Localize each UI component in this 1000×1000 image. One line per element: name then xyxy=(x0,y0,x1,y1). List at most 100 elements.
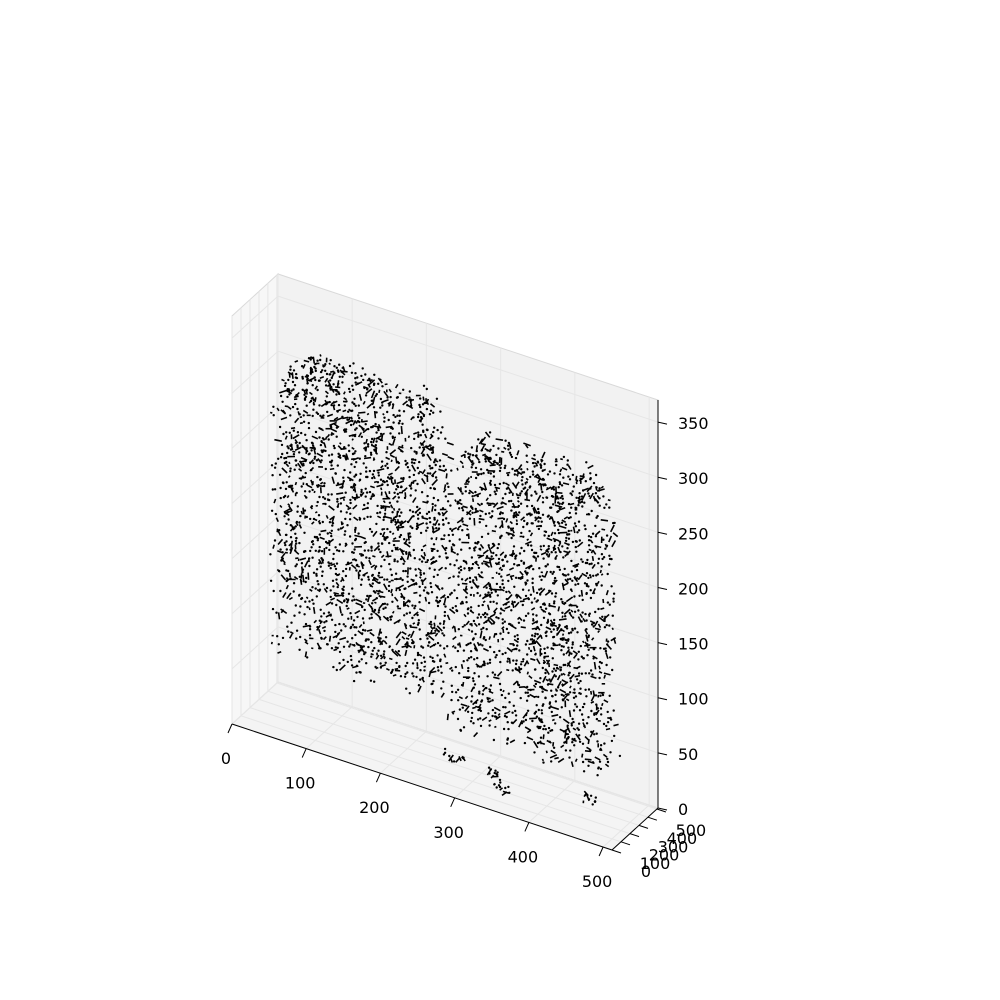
data-point xyxy=(489,684,493,687)
grid-line-x-floor xyxy=(528,780,576,823)
data-point xyxy=(567,502,571,506)
data-point xyxy=(601,528,606,531)
data-point xyxy=(294,438,299,444)
data-point xyxy=(472,686,475,689)
data-point xyxy=(577,582,580,586)
data-point xyxy=(383,578,386,581)
data-point xyxy=(583,702,586,706)
data-point xyxy=(503,620,506,623)
data-point xyxy=(444,437,447,440)
data-point xyxy=(459,565,462,568)
data-point xyxy=(383,602,387,605)
data-point xyxy=(543,724,546,728)
data-point xyxy=(279,504,283,509)
data-point xyxy=(436,428,439,432)
data-point xyxy=(308,600,311,603)
data-point xyxy=(291,405,295,409)
data-point xyxy=(547,731,550,734)
data-point xyxy=(562,653,565,656)
data-point xyxy=(323,482,326,485)
data-point xyxy=(578,492,581,495)
data-point xyxy=(480,628,483,631)
data-point xyxy=(367,638,370,641)
data-point xyxy=(274,462,277,465)
data-point xyxy=(592,495,597,502)
data-point xyxy=(477,554,482,557)
data-point xyxy=(526,653,529,656)
data-point xyxy=(565,698,570,702)
data-point xyxy=(347,506,352,511)
data-point xyxy=(288,393,291,396)
data-point xyxy=(542,610,545,613)
data-point xyxy=(412,675,415,678)
data-point xyxy=(589,729,595,738)
data-point xyxy=(500,568,503,571)
data-point xyxy=(469,641,472,645)
data-point xyxy=(492,460,500,465)
data-point xyxy=(286,625,289,628)
data-point xyxy=(413,461,416,465)
data-point xyxy=(310,449,313,452)
data-point xyxy=(389,618,392,621)
data-point xyxy=(313,619,318,624)
data-point xyxy=(405,646,409,649)
data-point xyxy=(484,638,487,642)
data-point xyxy=(280,416,288,421)
data-point xyxy=(378,511,382,514)
data-point xyxy=(314,362,317,366)
data-point xyxy=(360,435,363,438)
data-point xyxy=(524,614,528,618)
data-point xyxy=(534,632,537,635)
data-point xyxy=(381,432,385,436)
data-point xyxy=(451,669,454,672)
grid-line-z-back xyxy=(277,295,659,423)
data-point xyxy=(285,389,293,395)
data-point xyxy=(506,573,511,577)
data-point xyxy=(363,446,367,450)
data-point xyxy=(603,626,607,629)
data-point xyxy=(591,803,594,806)
data-point xyxy=(456,518,464,524)
data-point xyxy=(441,426,444,429)
data-point xyxy=(284,382,287,385)
data-point xyxy=(311,540,314,543)
data-point xyxy=(530,607,536,611)
data-point xyxy=(536,460,539,463)
data-point xyxy=(386,410,389,414)
data-point xyxy=(429,521,432,524)
data-point xyxy=(360,490,363,494)
data-point xyxy=(554,675,557,678)
data-point xyxy=(367,594,371,603)
data-point xyxy=(487,766,491,769)
data-point xyxy=(411,526,414,530)
data-point xyxy=(352,679,356,683)
data-point xyxy=(601,692,604,695)
data-point xyxy=(341,375,344,378)
data-point xyxy=(392,507,396,511)
data-point xyxy=(400,426,403,435)
data-point xyxy=(401,636,406,640)
data-point xyxy=(585,695,588,698)
data-point xyxy=(344,491,347,494)
data-point xyxy=(558,716,562,719)
data-point xyxy=(567,475,570,478)
data-point xyxy=(486,662,489,665)
data-point xyxy=(337,528,340,531)
data-point xyxy=(422,544,427,548)
data-point xyxy=(360,374,363,378)
data-point xyxy=(374,601,377,604)
data-point xyxy=(395,638,401,646)
data-point xyxy=(301,377,304,380)
data-point xyxy=(491,708,495,712)
data-point xyxy=(312,543,315,546)
data-point xyxy=(488,661,492,664)
data-point xyxy=(444,567,447,570)
data-point xyxy=(460,548,463,551)
data-point xyxy=(557,528,560,532)
data-point xyxy=(559,669,562,672)
data-point xyxy=(295,464,298,467)
data-point xyxy=(505,597,508,601)
data-point xyxy=(295,536,298,540)
data-point xyxy=(365,662,368,665)
data-point xyxy=(369,584,372,587)
